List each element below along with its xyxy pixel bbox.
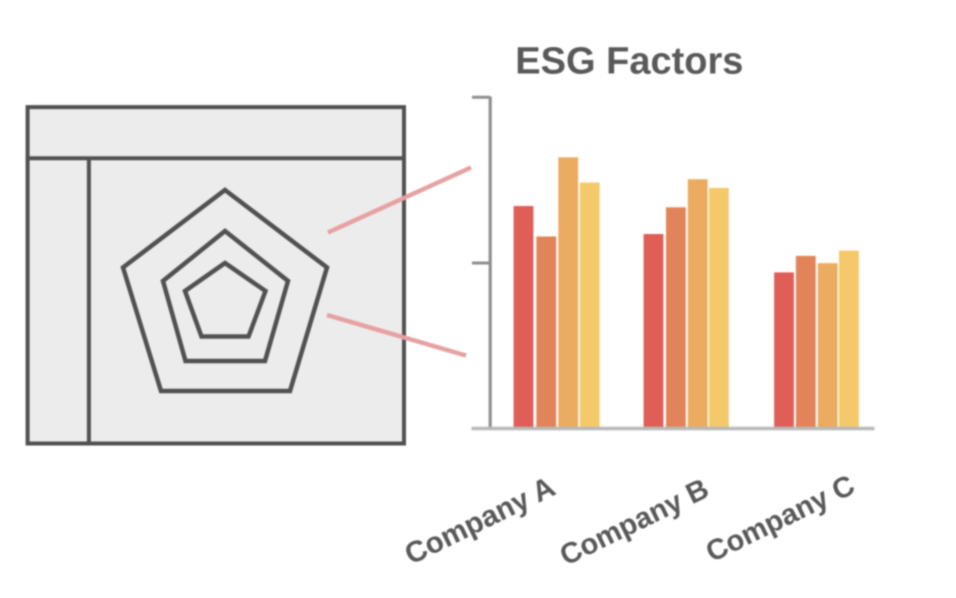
svg-text:Company C: Company C (701, 469, 860, 568)
svg-text:Company A: Company A (400, 470, 561, 571)
svg-text:Company B: Company B (555, 473, 714, 572)
svg-text:ESG Factors: ESG Factors (515, 41, 743, 83)
